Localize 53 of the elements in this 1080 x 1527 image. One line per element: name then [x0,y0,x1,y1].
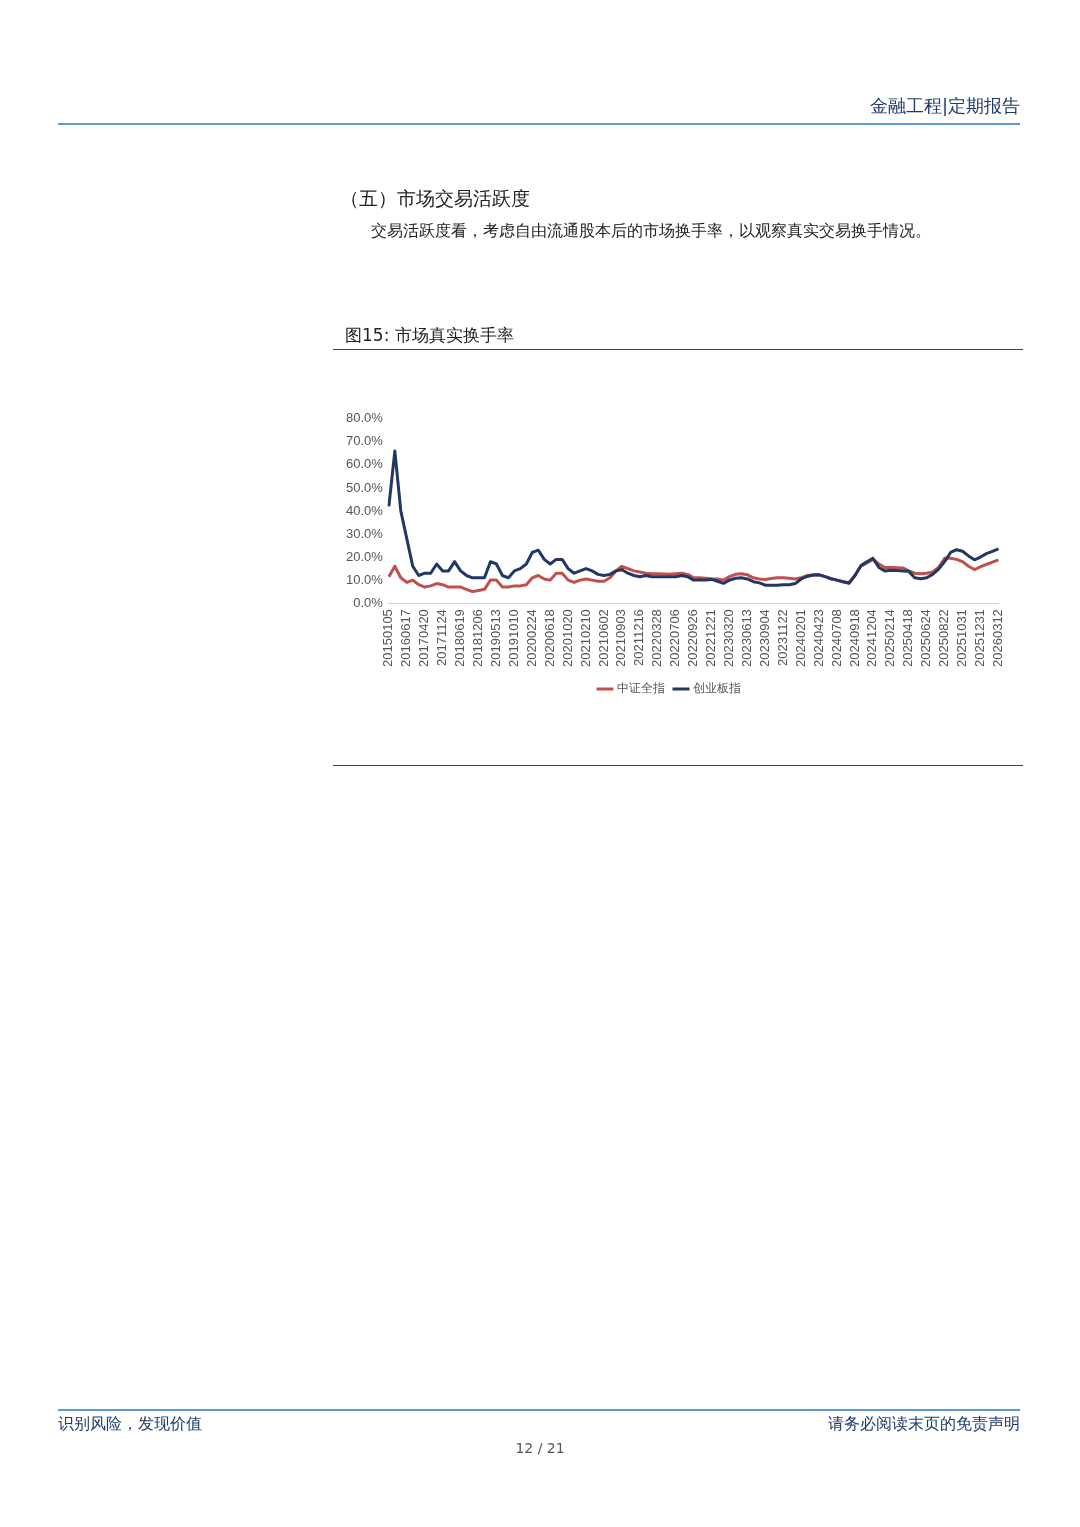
y-tick-label: 60.0% [345,456,384,472]
y-tick-label: 40.0% [345,502,384,518]
x-tick-label: 20211216 [631,609,647,667]
x-tick-label: 20201020 [559,609,575,667]
x-tick-label: 20260312 [989,609,1005,667]
x-tick-label: 20170420 [416,609,432,667]
x-tick-label: 20230613 [738,609,754,667]
x-tick-label: 20160617 [398,609,414,667]
x-tick-label: 20231122 [774,609,790,667]
x-tick-label: 20180619 [452,609,468,667]
x-tick-label: 20171124 [434,609,450,667]
text: 12 / 21 [514,1440,566,1456]
x-tick-label: 20150105 [380,609,396,667]
text: 识别风险，发现价值 [58,1414,202,1435]
x-tick-label: 20220706 [667,609,683,667]
y-tick-label: 20.0% [345,548,384,564]
x-tick-label: 20230904 [756,609,772,667]
y-tick-label: 10.0% [345,571,384,587]
x-tick-label: 20200224 [523,609,539,667]
text: （五）市场交易活跃度 [340,186,530,211]
x-tick-label: 20250822 [936,609,952,667]
y-tick-label: 0.0% [353,594,384,610]
x-tick-label: 20210210 [577,609,593,667]
x-tick-label: 20181206 [470,609,486,667]
text: 请务必阅读末页的免责声明 [828,1414,1020,1435]
legend-label: 中证全指 [617,681,665,696]
x-tick-label: 20200618 [541,609,557,667]
x-tick-label: 20240708 [828,609,844,667]
y-tick-label: 30.0% [345,525,384,541]
x-tick-label: 20240423 [810,609,826,667]
y-tick-label: 70.0% [345,433,384,449]
x-tick-label: 20220328 [649,609,665,667]
x-tick-label: 20250214 [882,609,898,667]
x-tick-label: 20250418 [900,609,916,667]
x-tick-label: 20241204 [864,609,880,667]
x-tick-label: 20221221 [703,609,719,667]
chart-title: 图15: 市场真实换手率 [345,324,514,347]
x-tick-label: 20210602 [595,609,611,667]
x-tick-label: 20251231 [972,609,988,667]
x-tick-label: 20240201 [792,609,808,667]
x-tick-label: 20191010 [505,609,521,667]
x-tick-label: 20220926 [685,609,701,667]
y-tick-label: 50.0% [345,479,384,495]
text: 金融工程|定期报告 [869,94,1020,118]
legend-label: 创业板指 [693,681,741,696]
text: 交易活跃度看，考虑自由流通股本后的市场换手率，以观察真实交易换手情况。 [370,220,932,242]
x-tick-label: 20251031 [954,609,970,667]
y-tick-label: 80.0% [345,410,384,426]
x-tick-label: 20250624 [918,609,934,667]
x-tick-label: 20210903 [613,609,629,667]
x-tick-label: 20230320 [721,609,737,667]
x-tick-label: 20190513 [488,609,503,667]
x-tick-label: 20240918 [846,609,862,667]
